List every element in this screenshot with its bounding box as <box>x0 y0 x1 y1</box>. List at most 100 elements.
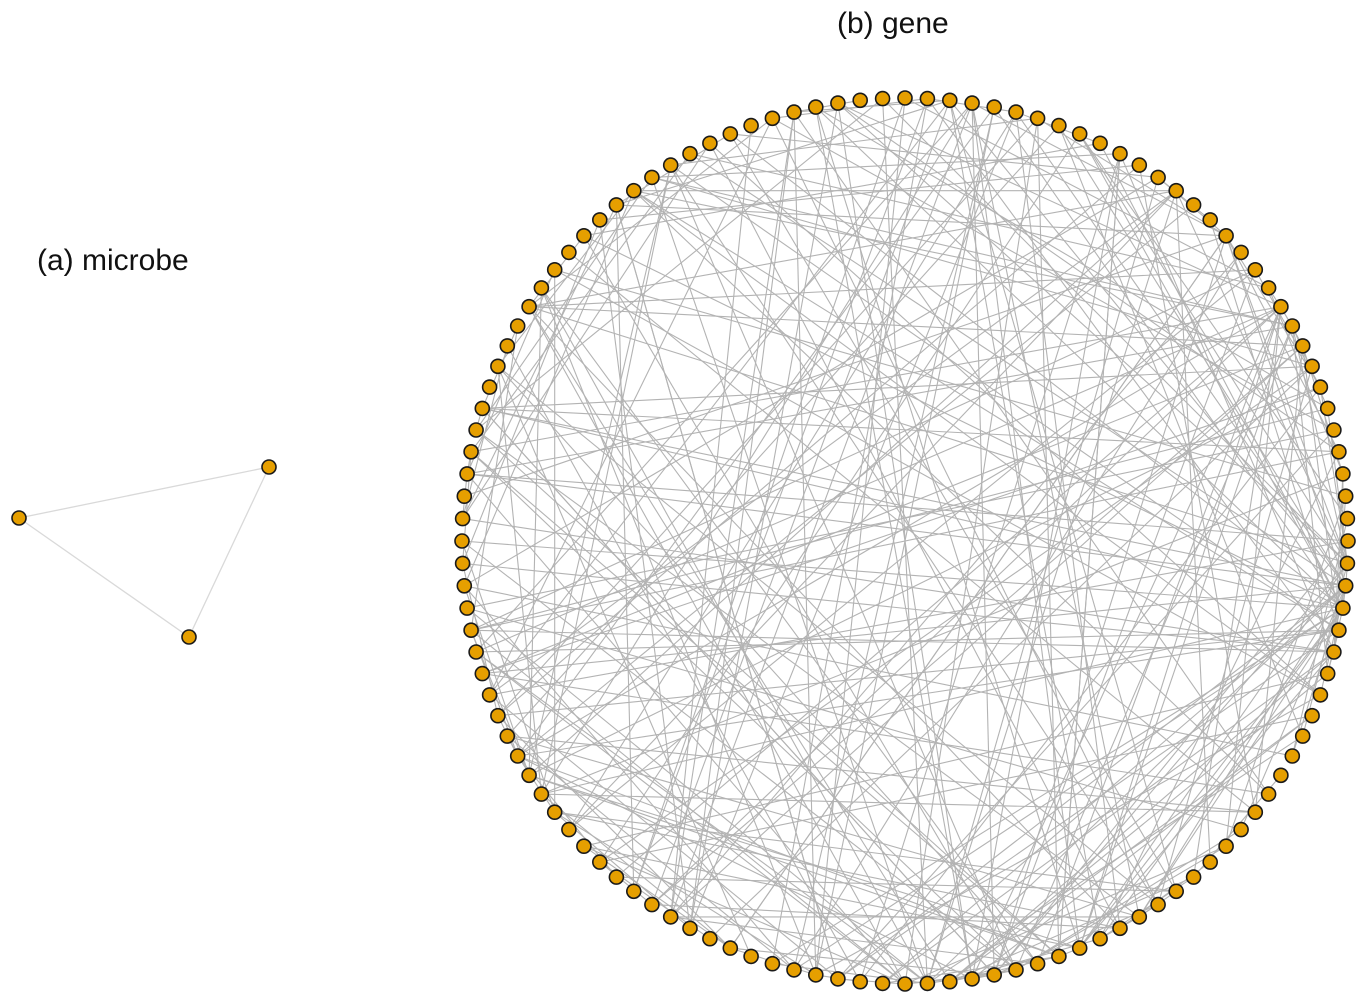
gene-node-61 <box>919 975 936 992</box>
gene-edge-129 <box>949 99 1347 587</box>
gene-edge-57 <box>599 164 1140 221</box>
gene-edge-154 <box>470 269 1256 631</box>
gene-node-79 <box>561 821 577 838</box>
gene-edge-201 <box>583 845 906 985</box>
gene-edge-305 <box>616 306 1282 878</box>
gene-edge-125 <box>507 735 1140 918</box>
gene-node-96 <box>459 466 475 482</box>
gene-edge-255 <box>529 306 1303 347</box>
gene-edge-236 <box>926 190 1177 984</box>
gene-edge-276 <box>1225 306 1282 847</box>
gene-edge-210 <box>1058 125 1347 587</box>
gene-edge-224 <box>471 629 1334 653</box>
gene-edge-127 <box>497 366 542 795</box>
gene-edge-270 <box>771 118 1159 905</box>
gene-node-28 <box>1335 466 1351 482</box>
gene-edge-184 <box>616 99 950 206</box>
gene-edge-291 <box>1291 325 1348 564</box>
gene-node-117 <box>743 117 759 134</box>
gene-edge-273 <box>633 190 1340 631</box>
gene-node-34 <box>1335 600 1351 616</box>
gene-edge-76 <box>633 190 1321 696</box>
gene-edge-326 <box>528 306 951 982</box>
gene-edge-55 <box>482 673 1269 795</box>
gene-edge-183 <box>528 287 542 776</box>
gene-node-105 <box>533 280 550 296</box>
gene-edge-289 <box>528 164 672 776</box>
gene-edge-162 <box>904 97 1269 289</box>
gene-node-108 <box>576 228 592 244</box>
gene-node-115 <box>702 135 718 152</box>
gene-node-72 <box>682 920 698 937</box>
gene-edge-308 <box>689 112 795 929</box>
gene-node-42 <box>1273 767 1289 784</box>
gene-node-3 <box>964 95 980 111</box>
gene-edge-89 <box>1058 125 1304 737</box>
gene-node-10 <box>1112 145 1128 162</box>
gene-edge-246 <box>993 106 1344 609</box>
gene-node-100 <box>481 379 498 395</box>
gene-edge-68 <box>709 142 1321 696</box>
gene-edge-94 <box>599 715 1313 863</box>
gene-edge-148 <box>993 235 1227 976</box>
gene-edge-43 <box>540 164 672 795</box>
gene-edge-122 <box>1175 190 1348 564</box>
gene-edge-0 <box>583 673 1328 847</box>
gene-edge-77 <box>599 861 653 906</box>
gene-edge-187 <box>633 190 1269 795</box>
gene-edge-145 <box>497 366 752 957</box>
gene-edge-265 <box>1291 325 1329 674</box>
gene-edge-193 <box>475 651 928 984</box>
gene-node-92 <box>454 555 471 572</box>
gene-edge-199 <box>471 306 1281 453</box>
gene-edge-58 <box>837 102 1340 453</box>
gene-node-86 <box>481 687 498 703</box>
gene-node-87 <box>474 665 491 682</box>
gene-node-77 <box>591 854 608 870</box>
gene-edge-248 <box>926 98 1335 653</box>
gene-edge-163 <box>1175 190 1211 863</box>
gene-edge-244 <box>651 306 1282 905</box>
gene-node-60 <box>941 973 958 990</box>
gene-node-54 <box>1071 940 1088 956</box>
gene-edge-274 <box>837 103 973 979</box>
gene-edge-158 <box>1079 563 1348 949</box>
gene-node-23 <box>1304 358 1320 375</box>
microbe-edges <box>18 466 270 638</box>
gene-node-35 <box>1331 622 1347 639</box>
gene-node-95 <box>456 488 473 505</box>
gene-edge-24 <box>489 99 951 696</box>
gene-edge-215 <box>568 190 1177 830</box>
gene-edge-112 <box>882 98 1348 564</box>
gene-edge-117 <box>528 306 1348 564</box>
gene-edge-295 <box>882 585 1347 984</box>
gene-edge-108 <box>517 755 556 813</box>
gene-edge-280 <box>470 153 691 453</box>
gene-edge-303 <box>971 153 1121 979</box>
gene-node-5 <box>1008 104 1024 120</box>
gene-node-12 <box>1150 169 1166 186</box>
gene-edge-180 <box>729 235 1227 949</box>
gene-edge-185 <box>462 518 1334 653</box>
gene-edge-78 <box>651 153 1121 178</box>
gene-node-32 <box>1339 555 1356 572</box>
gene-edge-227 <box>971 306 1282 980</box>
gene-edge-61 <box>837 629 1340 980</box>
microbe-network <box>11 459 277 645</box>
gene-edge-99 <box>993 904 1159 976</box>
gene-edge-234 <box>793 106 995 971</box>
gene-edge-6 <box>529 190 1177 308</box>
gene-node-6 <box>1029 110 1046 127</box>
gene-edge-128 <box>1268 287 1344 475</box>
gene-edge-329 <box>461 540 556 813</box>
gene-edge-133 <box>482 365 1313 409</box>
gene-node-106 <box>546 261 563 278</box>
gene-edge-288 <box>1209 219 1340 631</box>
gene-node-17 <box>1233 244 1249 261</box>
gene-edge-293 <box>461 540 1343 609</box>
gene-edge-223 <box>1225 235 1348 564</box>
gene-node-82 <box>521 767 537 784</box>
gene-node-26 <box>1326 422 1342 438</box>
gene-node-110 <box>608 197 625 213</box>
